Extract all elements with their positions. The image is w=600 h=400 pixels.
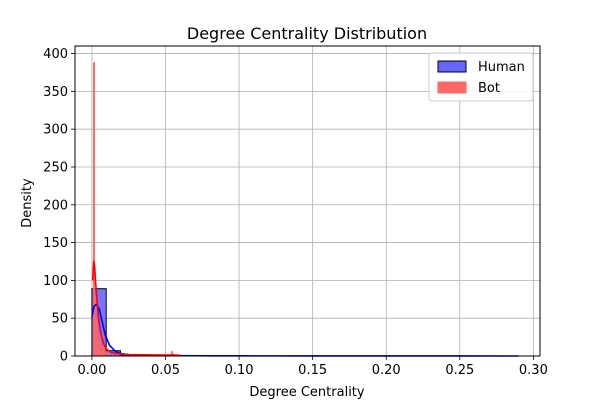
x-axis-ticks: 0.00 0.05 0.10 0.15 0.20 0.25 0.30 [77,356,548,378]
plot-frame [74,45,541,357]
y-tick-label: 400 [43,47,68,62]
y-tick-label: 50 [51,312,68,327]
y-tick-label: 150 [43,236,68,251]
bot-kde-line [91,260,181,357]
chart-title: Degree Centrality Distribution [187,24,427,43]
legend-swatch-human [437,60,467,73]
y-axis-ticks: 0 50 100 150 200 250 300 350 400 [43,47,75,365]
y-tick-label: 250 [43,160,68,175]
x-tick-label: 0.05 [151,363,180,378]
x-tick-label: 0.15 [298,363,327,378]
legend-label-human: Human [478,60,525,75]
y-tick-label: 350 [43,85,68,100]
x-tick-label: 0.25 [445,363,474,378]
x-tick-label: 0.00 [77,363,106,378]
y-tick-label: 0 [60,350,68,365]
y-tick-label: 300 [43,123,68,138]
legend: Human Bot [428,52,534,102]
y-tick-label: 200 [43,198,68,213]
y-tick-label: 100 [43,274,68,289]
legend-swatch-bot [437,81,467,94]
x-axis-title: Degree Centrality [249,385,364,400]
x-tick-label: 0.20 [372,363,401,378]
legend-label-bot: Bot [478,81,500,96]
x-tick-label: 0.30 [519,363,548,378]
x-tick-label: 0.10 [225,363,254,378]
y-axis-title: Density [20,178,35,228]
